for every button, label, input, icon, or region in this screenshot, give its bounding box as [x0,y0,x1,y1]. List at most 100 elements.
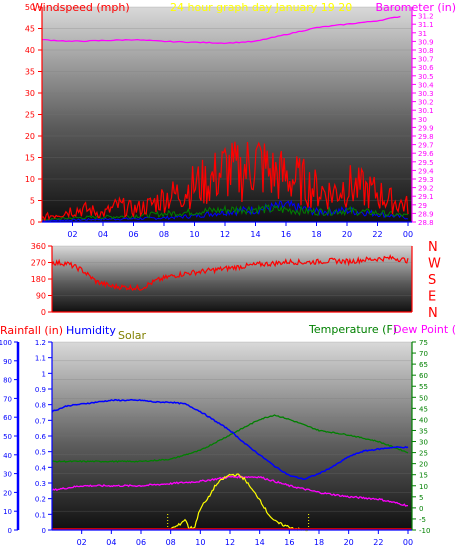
y-tick-label-baro: 28.9 [418,210,434,218]
x-tick-label-temp: 14 [255,538,265,547]
x-tick-label-wind: 14 [250,230,260,239]
y-tick-label-baro: 31 [418,30,427,38]
y-tick-label-wind: 15 [25,154,35,163]
y-tick-label-temp: 70 [419,350,428,358]
y-tick-label-baro: 30 [418,116,427,124]
y-tick-label-baro: 29.3 [418,176,434,184]
series-windspeed [42,141,409,222]
x-tick-label-wind: 02 [67,230,77,239]
y-tick-label-temp: -5 [419,516,426,524]
y-tick-label-temp: 0 [419,505,423,513]
x-tick-label-temp: 08 [166,538,176,547]
y-tick-label-baro: 30.1 [418,107,434,115]
x-tick-label-temp: 04 [106,538,116,547]
y-tick-label-baro: 30.3 [418,90,434,98]
y-tick-label-hum: 70 [3,395,12,403]
y-tick-label-dir: 360 [31,242,46,251]
series-windavg [41,203,409,221]
x-tick-label-wind: 22 [372,230,382,239]
y-tick-label-rain: 0.4 [35,464,47,472]
y-tick-label-wind: 10 [25,175,35,184]
y-tick-label-temp: 10 [419,483,428,491]
y-tick-label-baro: 31.1 [418,21,434,29]
y-tick-label-baro: 30.5 [418,73,434,81]
y-tick-label-temp: 25 [419,450,428,458]
y-tick-label-hum: 10 [3,508,12,516]
y-axis-title-solar: Solar [118,329,147,342]
y-tick-label-baro: 29.7 [418,142,434,150]
y-tick-label-temp: 5 [419,494,423,502]
y-tick-label-baro: 30.9 [418,38,434,46]
compass-label: N [428,240,438,255]
y-tick-label-wind: 25 [25,111,35,120]
y-tick-label-rain: 0.9 [35,386,46,394]
y-tick-label-rain: 0.3 [35,480,46,488]
y-tick-label-rain: 1.2 [35,339,46,347]
y-tick-label-wind: 40 [25,46,35,55]
x-tick-label-wind: 20 [342,230,352,239]
y-tick-label-baro: 30.7 [418,56,434,64]
y-tick-label-hum: 90 [3,358,12,366]
y-tick-label-hum: 20 [3,489,12,497]
y-tick-label-baro: 30.4 [418,81,434,89]
y-tick-label-baro: 29.5 [418,159,434,167]
y-tick-label-wind: 35 [25,68,35,77]
y-axis-title-baro: Barometer (in) [376,1,456,14]
y-tick-label-baro: 30.6 [418,64,434,72]
series-temperature [51,414,409,463]
y-tick-label-baro: 28.8 [418,219,434,227]
chart-title: 24 hour graph day January 19 20 [170,1,352,14]
y-tick-label-temp: 75 [419,339,428,347]
y-tick-label-wind: 0 [30,218,35,227]
x-tick-label-temp: 02 [77,538,87,547]
series-humidity [51,398,409,481]
compass-label: W [428,257,441,272]
y-tick-label-temp: -10 [419,527,430,535]
y-axis-title-temp: Temperature (F) [308,323,397,336]
series-solar [167,473,310,532]
y-tick-label-baro: 29.6 [418,150,434,158]
y-tick-label-baro: 29.8 [418,133,434,141]
y-tick-label-temp: 30 [419,439,428,447]
x-tick-label-temp: 06 [136,538,146,547]
y-tick-label-baro: 30.2 [418,99,434,107]
compass-label: E [428,290,436,305]
x-tick-label-wind: 06 [128,230,138,239]
series-dewpoint [51,474,408,507]
y-tick-label-hum: 50 [3,433,12,441]
x-tick-label-temp: 18 [314,538,324,547]
y-tick-label-temp: 40 [419,416,428,424]
y-tick-label-rain: 0.1 [35,511,46,519]
y-tick-label-dir: 180 [31,275,46,284]
y-tick-label-baro: 29.2 [418,185,434,193]
y-tick-label-hum: 60 [3,414,12,422]
y-tick-label-baro: 29.9 [418,124,434,132]
x-tick-label-wind: 18 [311,230,321,239]
y-tick-label-hum: 100 [0,339,12,347]
x-tick-label-wind: 04 [98,230,108,239]
x-tick-label-wind: 00 [403,230,413,239]
y-tick-label-hum: 0 [8,527,12,535]
x-tick-label-temp: 00 [403,538,413,547]
y-tick-label-baro: 29.4 [418,167,434,175]
x-tick-label-temp: 12 [225,538,235,547]
x-tick-label-temp: 16 [284,538,294,547]
x-tick-label-wind: 08 [159,230,169,239]
y-tick-label-wind: 50 [25,3,35,12]
x-tick-label-temp: 10 [195,538,205,547]
y-tick-label-temp: 35 [419,427,428,435]
y-tick-label-dir: 90 [36,292,46,301]
y-tick-label-wind: 5 [30,197,35,206]
y-tick-label-wind: 45 [25,25,35,34]
x-tick-label-temp: 22 [373,538,383,547]
y-tick-label-rain: 1.1 [35,355,46,363]
y-tick-label-rain: 0.2 [35,496,46,504]
y-tick-label-hum: 30 [3,471,12,479]
y-axis-title-hum: Humidity [66,324,116,337]
x-tick-label-wind: 10 [189,230,199,239]
compass-label: N [428,306,438,321]
series-winddir [51,254,409,292]
y-tick-label-rain: 0.7 [35,417,46,425]
y-tick-label-baro: 30.8 [418,47,434,55]
y-tick-label-rain: 0.6 [35,433,47,441]
